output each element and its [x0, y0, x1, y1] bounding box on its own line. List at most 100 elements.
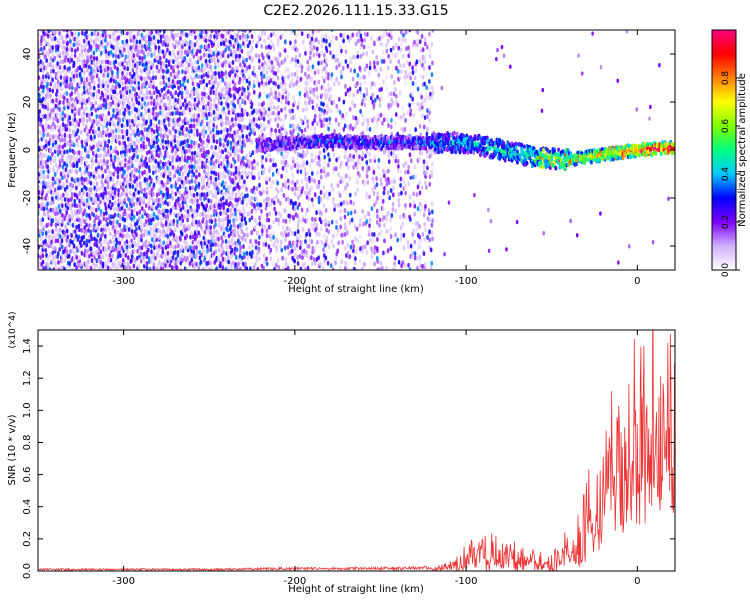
spectrogram-cell — [87, 34, 91, 40]
spectrogram-cell — [106, 180, 110, 186]
spectrogram-cell — [54, 260, 57, 266]
spectrogram-cell — [70, 183, 74, 188]
spectrogram-cell — [179, 36, 182, 41]
spectrogram-cell — [104, 45, 107, 51]
spectrogram-cell — [173, 55, 177, 60]
spectrogram-cell — [343, 208, 347, 213]
spectrogram-cell — [293, 124, 297, 130]
spectrogram-cell — [329, 50, 332, 56]
spectrogram-cell — [250, 208, 254, 214]
spectrogram-cell — [303, 161, 306, 167]
spectrogram-cell — [145, 254, 149, 260]
spectrogram-cell — [152, 35, 156, 40]
spectrogram-cell — [174, 97, 177, 103]
spectrogram-cell — [49, 243, 52, 248]
spectrogram-cell — [343, 222, 347, 228]
spectrogram-cell — [245, 134, 249, 140]
spectrogram-cell — [125, 72, 129, 77]
spectrogram-cell — [227, 53, 230, 59]
spectrogram-cell — [161, 107, 165, 113]
spectrogram-cell — [264, 81, 268, 87]
spectrogram-cell — [132, 257, 136, 262]
spectrogram-cell — [250, 34, 254, 39]
spectrogram-cell — [152, 98, 156, 104]
spectrogram-cell — [260, 223, 264, 229]
spectrogram-cell — [197, 55, 201, 61]
spectrogram-cell — [137, 31, 141, 37]
spectrogram-cell — [245, 65, 249, 71]
spectrogram-cell — [289, 123, 292, 129]
spectrogram-cell — [59, 124, 62, 130]
spectrogram-cell — [230, 117, 234, 123]
spectrogram-cell — [87, 113, 91, 118]
spectrogram-cell — [275, 262, 278, 268]
spectrogram-cell — [276, 75, 280, 81]
spectrogram-cell — [97, 140, 101, 145]
spectrogram-cell — [159, 133, 163, 138]
spectrogram-cell — [192, 260, 196, 266]
spectrogram-cell — [166, 214, 170, 219]
spectrogram-cell — [353, 209, 357, 215]
spectrogram-cell — [296, 59, 300, 64]
spectrogram-cell — [106, 88, 109, 94]
spectrogram-cell — [159, 229, 162, 235]
spectrogram-cell — [51, 255, 55, 261]
spectrogram-cell — [129, 251, 133, 256]
spectrogram-cell — [161, 138, 164, 144]
spectrogram-cell — [47, 41, 50, 47]
spectrogram-cell — [69, 121, 72, 127]
spectrogram-cell — [195, 87, 198, 93]
spectrogram-cell — [166, 35, 170, 41]
spectrogram-cell — [56, 227, 59, 233]
spectrogram-cell — [315, 210, 318, 216]
spectrogram-cell — [38, 75, 41, 81]
spectrogram-cell — [99, 64, 102, 70]
spectrogram-cell — [80, 48, 84, 54]
spectrogram-cell — [185, 94, 189, 100]
spectrogram-cell — [217, 148, 221, 154]
spectrogram-cell — [293, 100, 297, 105]
spectrogram-cell — [183, 214, 187, 220]
spectrogram-cell — [128, 190, 132, 196]
spectrogram-cell — [147, 60, 151, 65]
spectrogram-cell — [164, 124, 167, 130]
spectrogram-cell — [174, 103, 178, 109]
spectrogram-cell — [91, 129, 95, 135]
spectrogram-cell — [132, 191, 136, 197]
spectrogram-cell — [155, 86, 158, 92]
spectrogram-cell — [89, 191, 93, 197]
spectrogram-cell — [111, 261, 115, 267]
spectrogram-cell — [50, 221, 53, 227]
spectrogram-cell — [154, 233, 158, 239]
spectrogram-cell — [145, 66, 148, 71]
spectrogram-cell — [128, 156, 132, 162]
spectrogram-cell — [96, 232, 100, 238]
spectrogram-cell — [335, 76, 339, 82]
spectrogram-cell — [150, 30, 154, 35]
spectrogram-cell — [266, 113, 270, 118]
spectrogram-cell — [310, 76, 313, 82]
spectrogram-cell — [295, 242, 299, 248]
spectrogram-cell — [55, 163, 58, 168]
spectrogram-cell — [77, 263, 81, 269]
spectrogram-cell — [127, 94, 131, 100]
spectrogram-cell — [210, 166, 214, 172]
spectrogram-cell — [65, 75, 69, 81]
spectrogram-cell — [157, 212, 161, 218]
spectrogram-cell — [116, 41, 119, 47]
spectrogram-cell — [68, 221, 72, 227]
spectrogram-cell — [45, 168, 48, 173]
spectrogram-cell — [126, 152, 129, 158]
spectrogram-cell — [57, 44, 60, 50]
spectrogram-cell — [174, 90, 178, 95]
spectrogram-cell — [101, 43, 105, 49]
spectrogram-cell — [123, 58, 127, 64]
spectrogram-cell — [82, 240, 86, 246]
spectrogram-cell — [303, 45, 306, 51]
spectrogram-cell — [121, 134, 125, 140]
spectrogram-cell — [99, 121, 103, 127]
spectrogram-cell — [143, 208, 146, 214]
spectrogram-cell — [317, 255, 321, 261]
spectrogram-cell — [132, 263, 136, 269]
spectrogram-cell — [162, 233, 165, 239]
